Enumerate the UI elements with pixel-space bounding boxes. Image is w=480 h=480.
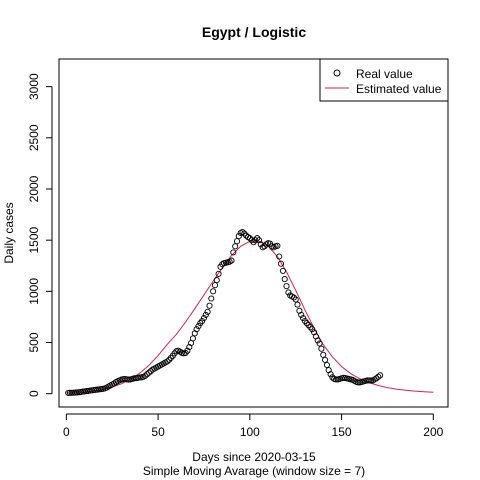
real-value-point — [277, 260, 285, 267]
x-tick-label: 150 — [332, 425, 352, 439]
real-value-point — [327, 371, 334, 378]
real-value-point — [322, 356, 329, 363]
real-value-point — [164, 358, 171, 365]
x-tick-label: 0 — [63, 425, 70, 439]
real-value-point — [195, 323, 202, 330]
real-value-point — [333, 376, 340, 383]
real-value-point — [204, 308, 211, 315]
real-value-point — [261, 243, 268, 250]
real-value-point — [208, 295, 215, 302]
chart-title: Egypt / Logistic — [202, 24, 306, 40]
plot-area — [65, 228, 434, 396]
real-value-point — [250, 239, 257, 246]
real-value-point — [189, 335, 196, 342]
y-tick-label: 2500 — [27, 124, 41, 151]
real-value-point — [142, 372, 149, 379]
real-value-point — [375, 373, 382, 380]
real-value-point — [290, 294, 297, 301]
x-tick-label: 50 — [151, 425, 165, 439]
chart-subtitle: Simple Moving Avarage (window size = 7) — [143, 464, 365, 478]
real-value-point — [136, 374, 143, 381]
real-value-point — [239, 228, 246, 236]
real-value-point — [125, 376, 132, 383]
real-value-point — [145, 369, 152, 376]
real-value-point — [206, 302, 213, 309]
legend-marker-real-value — [333, 69, 341, 77]
real-value-point — [294, 301, 301, 308]
x-tick-label: 200 — [423, 425, 443, 439]
real-value-point — [228, 257, 235, 264]
real-value-point — [323, 361, 330, 369]
real-value-point — [233, 238, 241, 245]
x-axis-label: Days since 2020-03-15 — [192, 450, 316, 464]
real-value-point — [318, 345, 325, 352]
real-value-point — [307, 324, 314, 331]
real-value-point — [283, 283, 290, 290]
real-value-point — [166, 356, 173, 363]
real-value-point — [299, 314, 307, 322]
real-value-point — [235, 233, 242, 240]
estimated-value-line — [66, 240, 434, 394]
real-value-point — [213, 277, 220, 284]
plot-frame — [58, 58, 449, 408]
legend-label-real-value: Real value — [356, 67, 413, 81]
real-value-point — [373, 375, 380, 382]
real-value-point — [279, 267, 286, 274]
real-value-point — [193, 326, 200, 333]
real-value-point — [303, 320, 310, 327]
y-tick-label: 2000 — [27, 175, 41, 202]
real-value-point — [314, 337, 321, 344]
real-value-point — [367, 377, 374, 384]
real-value-point — [320, 351, 327, 358]
y-tick-label: 500 — [27, 332, 41, 352]
real-value-point — [281, 276, 288, 283]
real-value-point — [210, 288, 217, 295]
legend-box — [319, 58, 449, 102]
real-value-point — [184, 347, 191, 354]
real-value-point — [298, 311, 305, 318]
real-value-point — [309, 326, 316, 333]
real-value-point — [274, 242, 281, 249]
real-value-point — [316, 340, 323, 347]
real-value-point — [144, 371, 151, 378]
legend-label-estimated-value: Estimated value — [356, 82, 442, 96]
real-value-point — [200, 314, 208, 322]
real-value-point — [211, 282, 219, 289]
y-tick-label: 1000 — [27, 278, 41, 305]
y-axis-label: Daily cases — [2, 202, 16, 263]
real-value-point — [292, 296, 299, 303]
y-axis: 0 500 1000 1500 2000 2500 3000 — [27, 73, 53, 397]
real-value-point — [285, 289, 292, 296]
y-tick-label: 1500 — [27, 226, 41, 253]
real-value-point — [202, 311, 209, 318]
real-value-point — [215, 270, 222, 277]
real-value-point — [74, 389, 81, 396]
y-tick-label: 0 — [27, 390, 41, 397]
x-tick-label: 100 — [240, 425, 260, 439]
real-value-point — [377, 372, 384, 379]
real-value-point — [248, 237, 255, 244]
real-value-point — [232, 243, 239, 250]
real-value-point — [199, 317, 206, 325]
x-axis: 0 50 100 150 200 — [63, 413, 444, 439]
legend: Real value Estimated value — [319, 58, 449, 102]
real-value-point — [276, 253, 283, 260]
y-tick-label: 3000 — [27, 73, 41, 100]
real-value-point — [355, 379, 362, 386]
real-value-point — [230, 249, 237, 256]
